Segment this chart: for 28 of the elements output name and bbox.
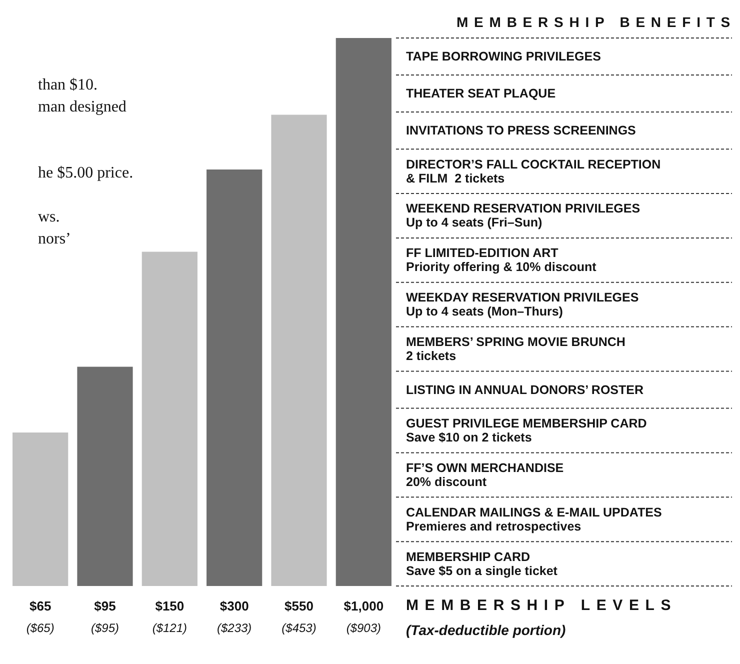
text: DIRECTOR’S FALL COCKTAIL RECEPTION & FILM 2 tickets — [406, 157, 661, 186]
x-axis-title: MEMBERSHIP LEVELS (Tax-deductible portion) — [406, 597, 678, 638]
bar — [12, 432, 68, 586]
text: FF LIMITED-EDITION ART Priority offering & 10% discount — [406, 246, 598, 274]
x-tick-label: $65 ($65) — [26, 598, 54, 635]
text: than $10. man designed he $5.00 price. ws. nors’ — [38, 76, 134, 248]
text: MEMBERSHIP CARD Save $5 on a single ticket — [406, 550, 558, 578]
bar — [142, 252, 198, 586]
text: GUEST PRIVILEGE MEMBERSHIP CARD Save $10 on 2 tickets — [406, 416, 647, 444]
text: WEEKEND RESERVATION PRIVILEGES Up to 4 seats (Fri–Sun) — [406, 202, 640, 230]
x-tick-label: $95 ($95) — [90, 598, 120, 635]
x-tick-label: $300 ($233) — [216, 598, 252, 635]
text: THEATER SEAT PLAQUE — [406, 86, 556, 101]
bar — [77, 366, 133, 586]
text: CALENDAR MAILINGS & E-MAIL UPDATES Premieres and retrospectives — [406, 505, 662, 534]
text: FF’S OWN MERCHANDISE 20% discount — [406, 460, 564, 489]
text: INVITATIONS TO PRESS SCREENINGS — [406, 124, 636, 138]
bar — [336, 38, 392, 586]
x-tick-label: $150 ($121) — [152, 598, 188, 635]
text: WEEKDAY RESERVATION PRIVILEGES Up to 4 seats (Mon–Thurs) — [406, 290, 639, 319]
text: MEMBERS’ SPRING MOVIE BRUNCH 2 tickets — [406, 335, 626, 364]
bar — [206, 170, 262, 586]
bar — [271, 114, 327, 586]
x-tick-label: $1,000 ($903) — [344, 598, 384, 635]
text: TAPE BORROWING PRIVILEGES — [406, 50, 601, 64]
text: MEMBERSHIP BENEFITS — [456, 14, 736, 30]
text: LISTING IN ANNUAL DONORS’ ROSTER — [406, 382, 644, 397]
x-tick-label: $550 ($453) — [282, 598, 316, 635]
